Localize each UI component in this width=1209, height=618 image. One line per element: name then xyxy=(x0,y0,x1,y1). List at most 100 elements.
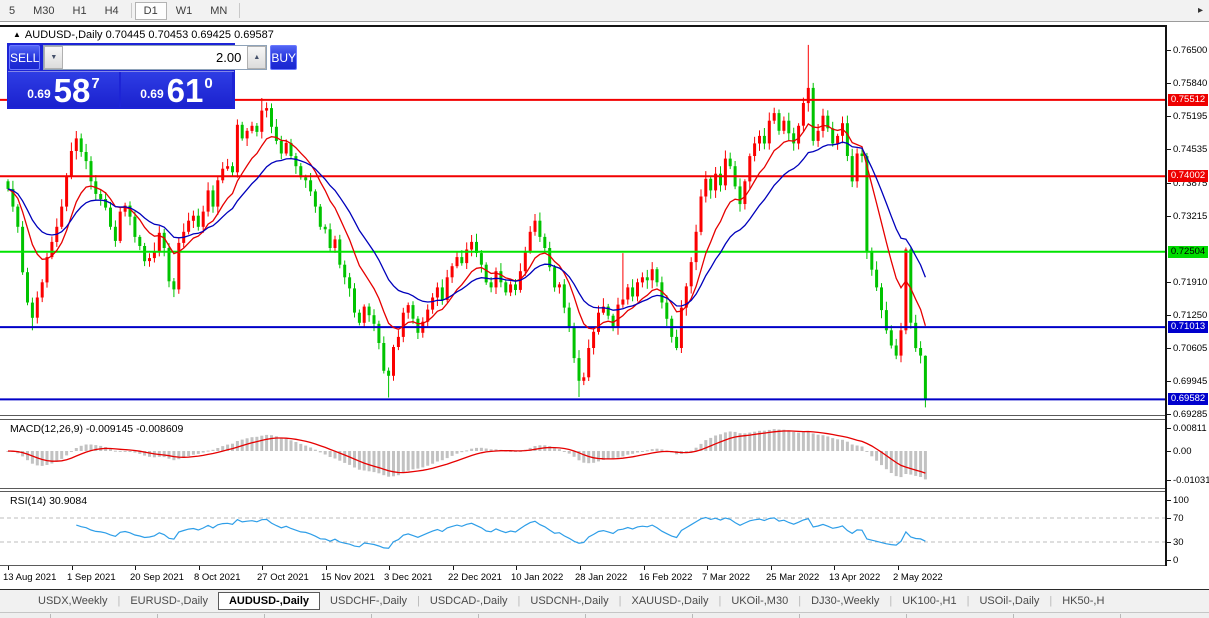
tab-usdcnh-daily[interactable]: USDCNH-,Daily xyxy=(530,595,609,607)
scroll-strip-mark xyxy=(157,614,158,618)
tab-usdcad-daily[interactable]: USDCAD-,Daily xyxy=(429,595,508,607)
tab-ukoil-m30[interactable]: UKOil-,M30 xyxy=(731,595,789,607)
axis-tick-mark xyxy=(1167,83,1171,85)
time-tick-mark xyxy=(262,566,263,570)
volume-spinner: ▼ ▲ xyxy=(43,45,268,70)
axis-tick-mark xyxy=(1167,149,1171,151)
pane-separator[interactable] xyxy=(0,415,1209,420)
scroll-strip-mark xyxy=(50,614,51,618)
toolbar-item-H1[interactable]: H1 xyxy=(72,4,87,17)
tab-usdchf-daily[interactable]: USDCHF-,Daily xyxy=(330,595,408,607)
horizontal-level-lines[interactable] xyxy=(0,98,1167,401)
scroll-strip-mark xyxy=(692,614,693,618)
tab-usoil-daily[interactable]: USOil-,Daily xyxy=(979,595,1040,607)
volume-decrease-button[interactable]: ▼ xyxy=(44,46,64,69)
price-tick-label: 0.71910 xyxy=(1173,276,1208,288)
price-tick-label: 100 xyxy=(1173,495,1189,506)
scroll-strip-mark xyxy=(1120,614,1121,618)
scroll-strip-mark xyxy=(1013,614,1014,618)
candles-layer xyxy=(6,44,927,408)
date-label: 13 Aug 2021 xyxy=(3,572,57,583)
date-label: 7 Mar 2022 xyxy=(702,572,751,583)
tab-uk100-h1[interactable]: UK100-,H1 xyxy=(902,595,957,607)
tab-separator: | xyxy=(718,595,722,607)
scroll-strip-mark xyxy=(478,614,479,618)
buy-price-pip: 0 xyxy=(204,75,213,92)
scroll-strip-mark xyxy=(799,614,800,618)
pane-separator[interactable] xyxy=(0,488,1209,492)
tab-separator: | xyxy=(117,595,121,607)
price-tick-label: 0.75195 xyxy=(1173,110,1208,122)
time-tick-mark xyxy=(135,566,136,570)
time-tick-mark xyxy=(580,566,581,570)
sell-price-display[interactable]: 0.69 58 7 xyxy=(8,72,119,107)
tab-dj30-weekly[interactable]: DJ30-,Weekly xyxy=(811,595,880,607)
buy-price-display[interactable]: 0.69 61 0 xyxy=(121,72,232,107)
macd-chart xyxy=(6,429,927,480)
time-tick-mark xyxy=(72,566,73,570)
rsi-line xyxy=(76,516,926,549)
price-tick-label: 70 xyxy=(1173,513,1184,524)
price-level-badge: 0.71013 xyxy=(1168,321,1208,334)
tab-separator: | xyxy=(517,595,521,607)
time-tick-mark xyxy=(707,566,708,570)
volume-increase-button[interactable]: ▲ xyxy=(247,46,267,69)
sell-button[interactable]: SELL xyxy=(9,45,41,70)
tab-separator: | xyxy=(798,595,802,607)
price-level-badge: 0.75512 xyxy=(1168,93,1208,106)
date-label: 22 Dec 2021 xyxy=(448,572,502,583)
axis-tick-mark xyxy=(1167,414,1171,416)
axis-tick-mark xyxy=(1167,215,1171,217)
toolbar-item-D1[interactable]: D1 xyxy=(134,1,167,20)
axis-tick-mark xyxy=(1167,315,1171,317)
date-label: 2 May 2022 xyxy=(893,572,943,583)
tab-usdx-weekly[interactable]: USDX,Weekly xyxy=(38,595,108,607)
tab-scroll-right-icon[interactable]: ▸ xyxy=(1197,5,1203,16)
window-frame-bottom xyxy=(0,589,1209,590)
time-tick-mark xyxy=(199,566,200,570)
toolbar-item-M30[interactable]: M30 xyxy=(33,4,55,17)
price-tick-label: 0 xyxy=(1173,555,1179,566)
time-tick-mark xyxy=(453,566,454,570)
price-tick-label: 0.73215 xyxy=(1173,210,1208,222)
time-tick-mark xyxy=(644,566,645,570)
time-tick-mark xyxy=(834,566,835,570)
price-tick-label: 0.76500 xyxy=(1173,45,1208,56)
sell-price-pip: 7 xyxy=(91,75,100,92)
date-label: 10 Jan 2022 xyxy=(511,572,564,583)
tab-hk50-h[interactable]: HK50-,H xyxy=(1062,595,1105,607)
price-tick-label: 0.69945 xyxy=(1173,376,1208,388)
sell-price-prefix: 0.69 xyxy=(27,87,51,101)
volume-input[interactable] xyxy=(63,46,248,69)
axis-tick-mark xyxy=(1167,347,1171,349)
tab-separator: | xyxy=(1049,595,1053,607)
tab-eurusd-daily[interactable]: EURUSD-,Daily xyxy=(130,595,208,607)
price-axis[interactable]: 0.76500 0.75840 0.75195 0.74535 0.73875 0.732… xyxy=(1167,22,1209,590)
date-label: 8 Oct 2021 xyxy=(194,572,241,583)
rsi-chart xyxy=(0,516,1167,549)
date-label: 13 Apr 2022 xyxy=(829,572,881,583)
buy-button[interactable]: BUY xyxy=(270,45,298,70)
toolbar-item-5[interactable]: 5 xyxy=(9,4,16,17)
chart-tab-bar: USDX,Weekly | EURUSD-,Daily AUDUSD-,Daily US… xyxy=(0,590,1209,612)
axis-tick-mark xyxy=(1167,518,1171,519)
bottom-scroll-strip[interactable] xyxy=(0,612,1209,618)
toolbar-item-MN[interactable]: MN xyxy=(210,4,228,17)
time-axis[interactable]: 13 Aug 2021 1 Sep 2021 20 Sep 2021 8 Oct 20… xyxy=(0,566,1167,589)
toolbar-separator xyxy=(130,3,132,18)
axis-tick-mark xyxy=(1167,182,1171,184)
time-tick-mark xyxy=(326,566,327,570)
axis-tick-mark xyxy=(1167,451,1171,452)
price-tick-label: 0.71250 xyxy=(1173,310,1208,322)
toolbar-item-H4[interactable]: H4 xyxy=(104,4,119,17)
toolbar-item-W1[interactable]: W1 xyxy=(175,4,193,17)
symbol-title: AUDUSD-,Daily xyxy=(24,29,103,41)
tab-audusd-daily[interactable]: AUDUSD-,Daily xyxy=(217,592,321,610)
axis-tick-mark xyxy=(1167,115,1171,117)
tab-xauusd-daily[interactable]: XAUUSD-,Daily xyxy=(631,595,709,607)
date-label: 28 Jan 2022 xyxy=(575,572,628,583)
axis-tick-mark xyxy=(1167,381,1171,383)
date-label: 20 Sep 2021 xyxy=(130,572,184,583)
price-level-badge: 0.74002 xyxy=(1168,170,1208,183)
date-label: 27 Oct 2021 xyxy=(257,572,309,583)
